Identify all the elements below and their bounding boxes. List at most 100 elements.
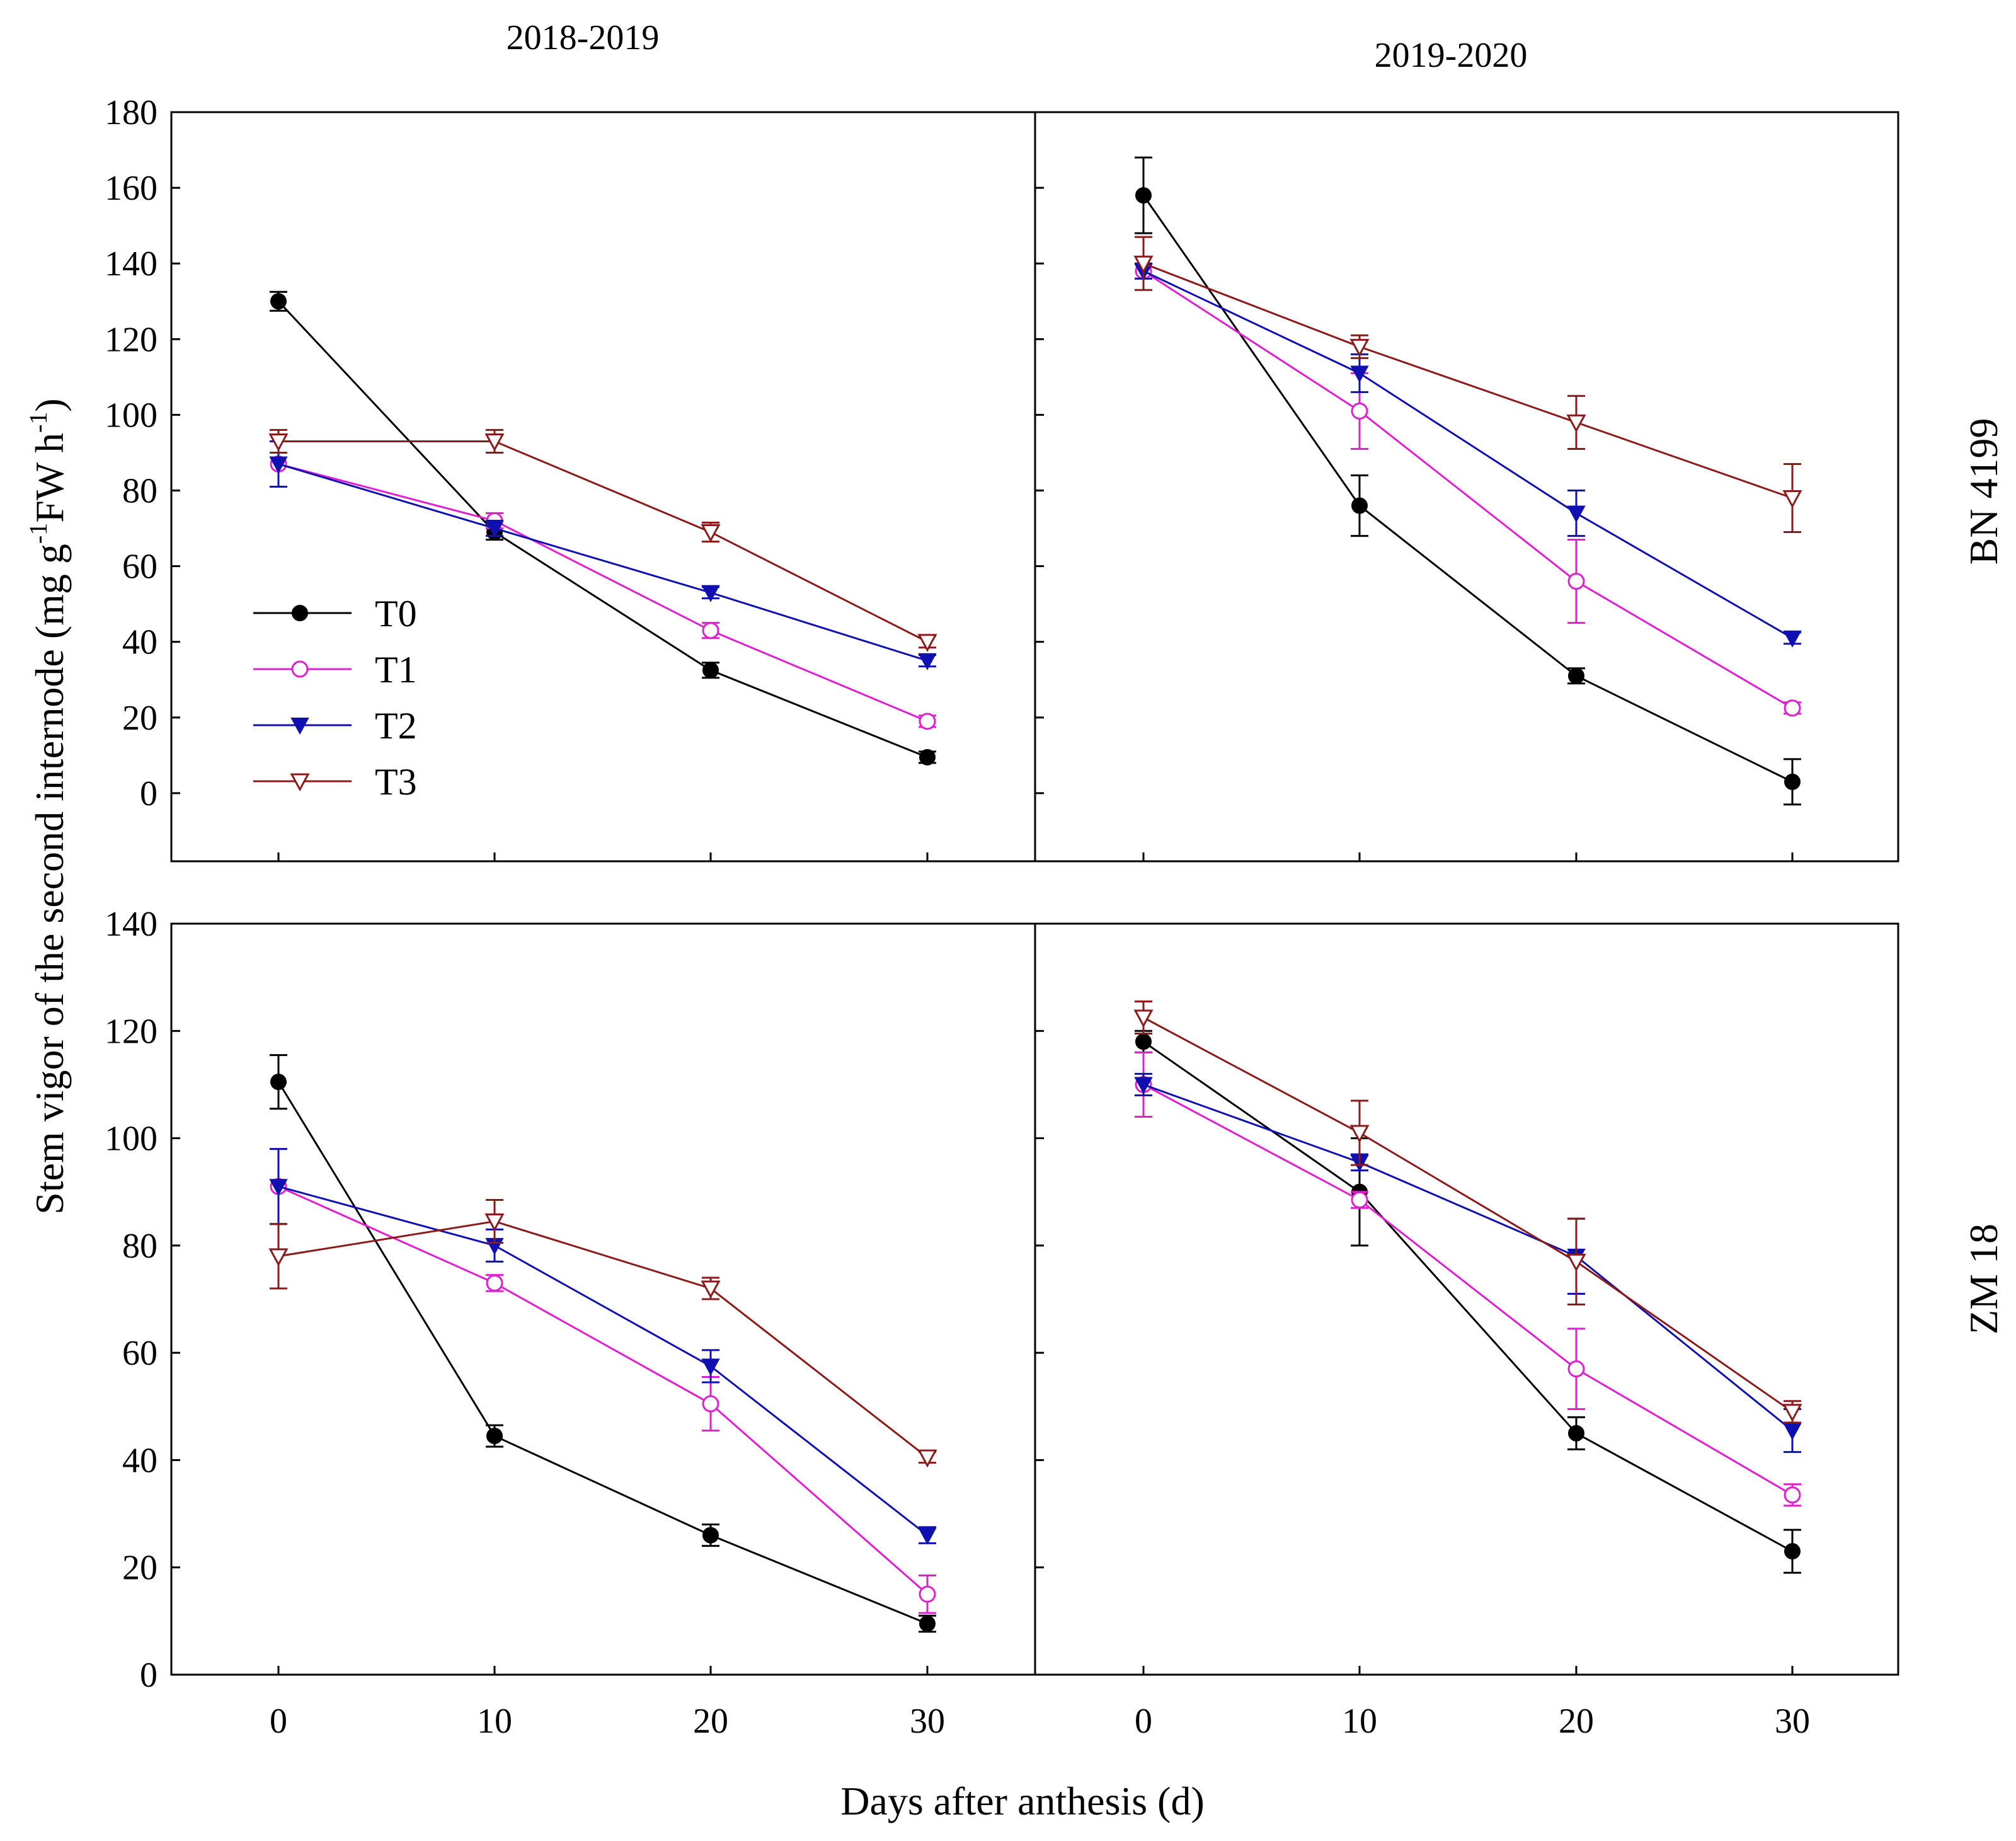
- data-point-t2: [1783, 1423, 1802, 1440]
- series-line-t2: [278, 463, 928, 662]
- x-tick-label: 10: [477, 1702, 512, 1741]
- legend-marker-t3: [290, 773, 310, 792]
- y-axis-title-main: Stem vigor of the second internode (mg g: [27, 544, 72, 1215]
- legend: T0 T1 T2 T3: [253, 593, 417, 803]
- panel-1: 0 20 40 60 80 100 120 140 160 180: [105, 93, 1036, 863]
- x-tick-label: 0: [270, 1702, 287, 1741]
- series-line-t1: [1143, 1084, 1793, 1496]
- panel-4: 0 10 20 30: [1034, 922, 1899, 1741]
- row-label-bn-4199: BN 4199: [1961, 418, 2006, 565]
- y-tick-label: 120: [105, 1012, 158, 1051]
- data-point-t3: [1133, 1009, 1154, 1028]
- y-axis-title: Stem vigor of the second internode (mg g…: [24, 398, 72, 1214]
- data-point-t3: [917, 1449, 937, 1468]
- legend-label-t2: T2: [375, 705, 417, 747]
- y-tick-label: 80: [122, 1227, 158, 1266]
- legend-marker-t0: [292, 605, 308, 621]
- panel-3: 0 20 40 60 80 100 120 140 0 10 20 30: [105, 905, 1036, 1741]
- data-point-t2: [1350, 365, 1369, 383]
- panels-group: 0204060801001201401601800204060801001201…: [105, 93, 1899, 1741]
- data-point-t1: [1351, 402, 1368, 420]
- data-point-t0: [702, 662, 719, 679]
- series-t1: [1135, 1051, 1801, 1507]
- series-t0: [270, 1054, 936, 1633]
- data-point-t3: [1782, 490, 1802, 508]
- data-point-t3: [701, 524, 721, 542]
- data-point-t3: [1782, 1404, 1802, 1422]
- y-tick-label: 60: [122, 1334, 158, 1373]
- series-line-t0: [277, 301, 928, 759]
- series-t3: [1133, 1000, 1802, 1424]
- series-t2: [269, 1148, 937, 1545]
- y-tick-label: 0: [140, 774, 158, 813]
- data-point-t0: [270, 1074, 287, 1091]
- data-point-t0: [486, 1428, 503, 1445]
- series-t3: [268, 1198, 937, 1468]
- series-t2: [269, 440, 937, 670]
- series-line-t1: [278, 463, 928, 723]
- series-line-t1: [278, 1185, 928, 1595]
- series-t3: [1133, 236, 1802, 534]
- y-tick-label: 20: [122, 1549, 158, 1588]
- x-tick-label: 20: [1559, 1702, 1594, 1741]
- y-axis-title-end: ): [27, 398, 72, 411]
- y-tick-label: 160: [105, 169, 158, 208]
- data-point-t0: [1568, 1425, 1584, 1442]
- data-point-t1: [919, 713, 936, 730]
- series-line-t2: [1143, 270, 1793, 639]
- data-point-t0: [1135, 187, 1152, 204]
- series-line-t1: [1143, 270, 1793, 709]
- y-tick-label: 80: [122, 472, 158, 511]
- data-point-t3: [268, 433, 289, 452]
- series-line-t0: [277, 1081, 928, 1625]
- panel-2-frame: [1034, 111, 1899, 863]
- data-point-t1: [702, 1395, 719, 1413]
- data-point-t0: [1351, 497, 1368, 514]
- data-point-t0: [270, 293, 287, 310]
- y-axis-title-sup2: -1: [24, 412, 52, 433]
- data-point-t0: [919, 1615, 936, 1632]
- data-point-t1: [486, 1274, 503, 1292]
- series-line-t0: [1143, 1041, 1793, 1552]
- y-tick-label: 40: [122, 1441, 158, 1480]
- data-point-t2: [1134, 1077, 1153, 1094]
- data-point-t3: [1133, 255, 1154, 274]
- data-point-t2: [1783, 630, 1802, 648]
- data-point-t2: [701, 1358, 720, 1376]
- data-point-t3: [917, 634, 937, 652]
- y-tick-label: 180: [105, 93, 158, 132]
- y-axis-title-sup1: -1: [24, 523, 52, 544]
- y-tick-label: 120: [105, 320, 158, 359]
- data-point-t3: [1349, 338, 1370, 357]
- x-tick-label: 20: [693, 1702, 728, 1741]
- x-tick-label: 30: [910, 1702, 945, 1741]
- data-point-t0: [919, 748, 936, 766]
- data-point-t3: [1566, 1253, 1586, 1272]
- series-line-t3: [1143, 262, 1793, 499]
- series-line-t3: [1143, 1016, 1793, 1413]
- series-line-t2: [278, 1185, 928, 1536]
- data-point-t0: [702, 1527, 719, 1544]
- series-line-t3: [278, 440, 928, 643]
- legend-marker-t1: [291, 660, 309, 678]
- series-line-t3: [278, 1220, 928, 1459]
- data-point-t0: [1784, 1543, 1801, 1560]
- legend-label-t3: T3: [375, 761, 417, 803]
- y-tick-label: 100: [105, 396, 158, 435]
- y-tick-label: 100: [105, 1120, 158, 1159]
- data-point-t3: [1349, 1125, 1370, 1144]
- data-point-t1: [702, 622, 719, 639]
- data-point-t2: [918, 1527, 937, 1545]
- y-tick-label: 40: [122, 623, 158, 662]
- data-point-t0: [1568, 667, 1584, 684]
- legend-label-t0: T0: [375, 593, 417, 634]
- row-label-zm-18: ZM 18: [1961, 1224, 2006, 1334]
- data-point-t1: [1567, 573, 1585, 590]
- data-point-t2: [918, 653, 937, 670]
- data-point-t3: [1566, 414, 1586, 433]
- column-title-2018-2019: 2018-2019: [507, 18, 660, 57]
- data-point-t1: [919, 1585, 936, 1603]
- data-point-t2: [701, 585, 720, 602]
- x-tick-label: 0: [1135, 1702, 1152, 1741]
